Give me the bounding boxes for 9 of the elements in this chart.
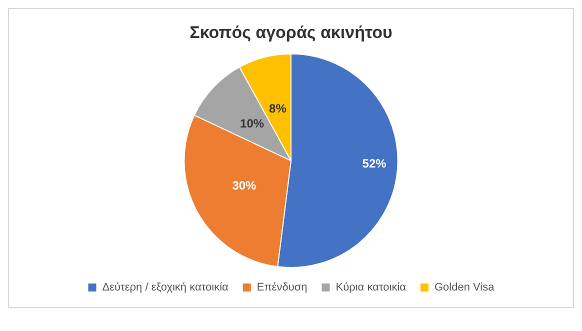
data-label: 8% (269, 101, 287, 116)
data-label: 52% (362, 156, 387, 170)
legend-label: Επένδυση (256, 282, 308, 294)
legend-label: Δεύτερη / εξοχική κατοικία (102, 282, 230, 294)
chart-title: Σκοπός αγοράς ακινήτου (190, 22, 392, 42)
legend-label: Golden Visa (434, 282, 496, 294)
data-label: 10% (240, 116, 264, 130)
data-label: 30% (232, 178, 257, 193)
legend-label: Κύρια κατοικία (336, 282, 407, 294)
